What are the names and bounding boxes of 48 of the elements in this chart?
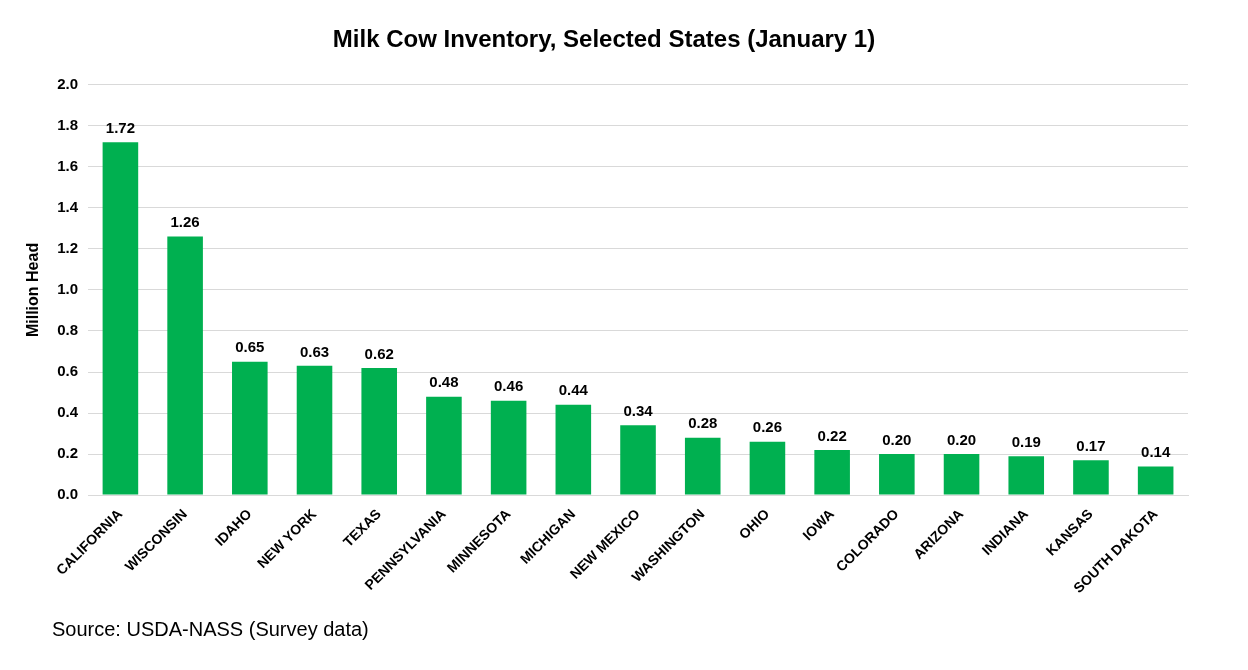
text: 1.0: [57, 280, 79, 298]
text: 1.6: [57, 157, 79, 174]
source-note: Source: USDA-NASS (Survey data): [52, 618, 369, 641]
data-label: 0.26: [752, 418, 783, 436]
data-label: 1.26: [170, 213, 200, 231]
data-label: 0.34: [623, 402, 654, 419]
bar: [684, 437, 721, 495]
data-label: 0.20: [946, 430, 977, 448]
text: 1.8: [57, 115, 79, 133]
text: 0.6: [57, 362, 79, 380]
data-label: 0.65: [235, 338, 265, 356]
data-label: 0.19: [1011, 432, 1041, 450]
data-label: 0.48: [429, 373, 459, 391]
data-label: 1.72: [105, 118, 136, 136]
data-label: 0.44: [558, 381, 589, 399]
data-label: 0.46: [494, 377, 524, 395]
data-label: 0.14: [1141, 443, 1171, 461]
y-axis-title: Million Head: [24, 242, 42, 338]
chart-title: Milk Cow Inventory, Selected States (January 1): [332, 25, 876, 53]
bar: [102, 142, 139, 495]
data-label: 0.22: [817, 426, 847, 444]
data-label: 0.17: [1076, 436, 1106, 454]
bar: [879, 454, 915, 495]
text: 0.8: [57, 321, 79, 339]
text: 0.0: [57, 485, 79, 503]
bar: [620, 425, 656, 495]
bar: [490, 400, 527, 495]
text: 0.2: [57, 444, 79, 462]
bar: [296, 365, 333, 495]
bar: [814, 449, 850, 495]
bar: [167, 236, 203, 495]
bar: [943, 454, 980, 495]
bar: [426, 396, 462, 495]
data-label: 0.28: [688, 414, 718, 432]
text: 0.4: [57, 403, 79, 421]
bar: [555, 404, 592, 495]
text: 1.2: [57, 239, 79, 257]
text: 1.4: [57, 198, 79, 216]
data-label: 0.62: [364, 344, 394, 362]
data-label: 0.63: [299, 342, 330, 360]
bar: [1073, 460, 1109, 495]
text: 2.0: [57, 74, 79, 92]
bar: [232, 361, 268, 495]
data-label: 0.20: [882, 430, 912, 448]
bar: [1137, 466, 1174, 495]
bar: [1008, 456, 1045, 495]
bar: [749, 441, 786, 495]
bar: [361, 367, 398, 495]
